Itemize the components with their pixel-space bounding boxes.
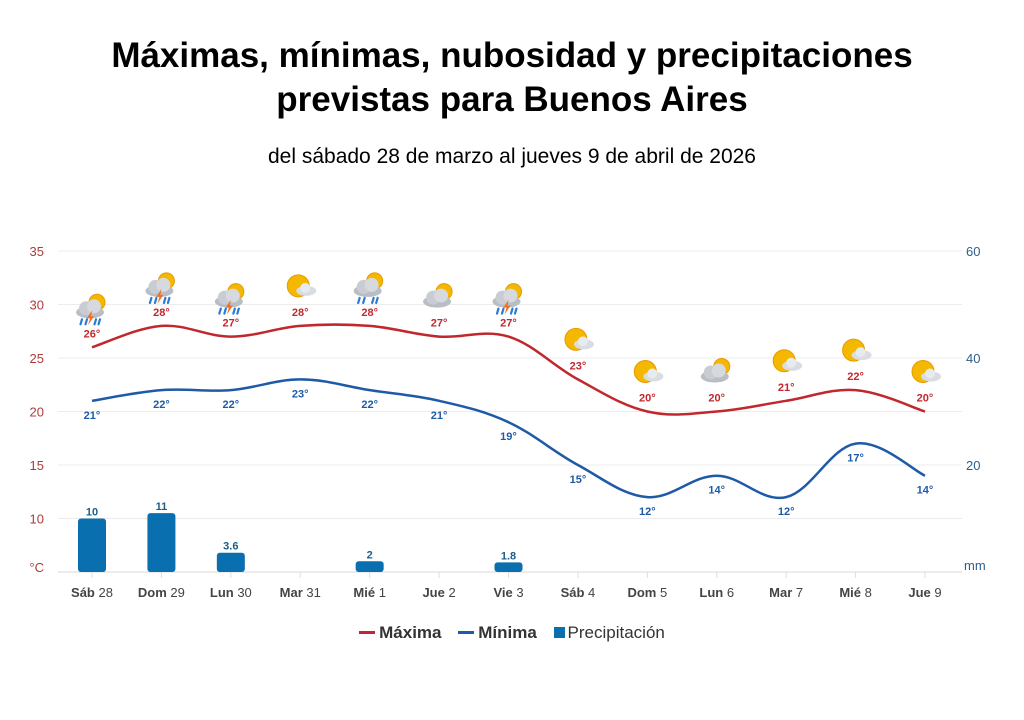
chart-subtitle: del sábado 28 de marzo al jueves 9 de ab… (267, 145, 756, 168)
min-temp-label: 22° (223, 399, 240, 411)
max-temp-label: 20° (917, 393, 934, 405)
legend-label-precip: Precipitación (567, 622, 665, 642)
right-axis-tick: 60 (966, 244, 980, 259)
left-axis-unit: °C (29, 560, 44, 575)
min-temp-label: 14° (917, 485, 934, 497)
x-tick-label: Lun 6 (699, 585, 734, 600)
min-temp-label: 22° (361, 399, 378, 411)
max-temp-label: 28° (292, 307, 309, 319)
left-axis-tick: 30 (30, 298, 44, 313)
precip-bar (78, 518, 106, 572)
precip-bar (147, 513, 176, 572)
storm-icon (76, 293, 106, 326)
min-temp-label: 21° (431, 410, 448, 422)
legend-swatch-max (359, 631, 376, 635)
min-temp-line (91, 378, 926, 500)
title-line-2: previstas para Buenos Aires (276, 80, 748, 119)
title-line-1: Máximas, mínimas, nubosidad y precipitac… (111, 36, 913, 75)
rain-icon (353, 272, 384, 304)
cloudy-icon (423, 283, 453, 308)
precip-bar (216, 552, 245, 572)
max-temp-label: 21° (778, 382, 795, 394)
storm-icon (214, 283, 245, 315)
precip-label: 10 (86, 507, 98, 519)
storm-icon (145, 272, 175, 304)
precip-label: 2 (367, 549, 373, 561)
min-temp-label: 17° (847, 453, 864, 465)
max-temp-label: 27° (431, 318, 448, 330)
max-temp-label: 20° (708, 393, 725, 405)
legend: Máxima Mínima Precipitación (0, 622, 1024, 643)
partly-cloudy-icon (633, 360, 664, 383)
x-tick-label: Mar 31 (280, 585, 321, 600)
min-temp-label: 23° (292, 388, 309, 400)
partly-cloudy-icon (772, 349, 803, 373)
partly-cloudy-icon (286, 274, 317, 298)
max-temp-label: 26° (84, 328, 101, 340)
left-axis-tick: 25 (30, 351, 44, 366)
max-temp-label: 28° (361, 307, 378, 319)
max-temp-label: 20° (639, 393, 656, 405)
x-tick-label: Mar 7 (769, 585, 803, 600)
x-tick-label: Dom 29 (138, 585, 185, 600)
max-temp-line (91, 323, 926, 416)
min-temp-label: 15° (570, 474, 587, 486)
precip-bar (355, 561, 384, 572)
left-axis-tick: 35 (30, 244, 44, 259)
min-temp-label: 14° (708, 485, 725, 497)
legend-label-max: Máxima (379, 622, 442, 642)
x-tick-label: Mié 8 (839, 585, 872, 600)
right-axis-tick: 40 (966, 351, 980, 366)
min-temp-label: 22° (153, 399, 170, 411)
left-axis-tick: 15 (30, 458, 44, 473)
x-tick-label: Jue 2 (422, 585, 455, 600)
x-tick-label: Vie 3 (493, 585, 523, 600)
precip-label: 3.6 (223, 541, 238, 553)
min-temp-label: 12° (778, 506, 795, 518)
x-tick-label: Sáb 28 (71, 585, 113, 600)
legend-item-min[interactable]: Mínima (458, 622, 537, 643)
x-tick-label: Sáb 4 (561, 585, 596, 600)
chart-title: Máximas, mínimas, nubosidad y precipitac… (0, 34, 1024, 122)
max-temp-label: 22° (847, 371, 864, 383)
storm-icon (492, 283, 522, 315)
x-tick-label: Mié 1 (353, 585, 386, 600)
min-temp-label: 19° (500, 431, 517, 443)
precip-label: 11 (156, 501, 168, 513)
max-temp-label: 27° (223, 318, 240, 330)
cloudy-icon (700, 358, 731, 383)
legend-item-max[interactable]: Máxima (359, 622, 442, 643)
right-axis-unit: mm (964, 558, 986, 573)
x-tick-label: Jue 9 (908, 585, 941, 600)
x-tick-label: Lun 30 (210, 585, 252, 600)
legend-swatch-min (458, 631, 475, 635)
max-temp-label: 23° (570, 360, 587, 372)
left-axis-tick: 10 (30, 512, 44, 527)
min-temp-label: 12° (639, 506, 656, 518)
left-axis-tick: 20 (30, 405, 44, 420)
precip-bar (494, 562, 523, 572)
x-tick-label: Dom 5 (627, 585, 667, 600)
max-temp-label: 27° (500, 318, 517, 330)
legend-item-precip[interactable]: Precipitación (553, 622, 665, 643)
partly-cloudy-icon (911, 360, 941, 383)
partly-cloudy-icon (842, 338, 872, 362)
right-axis-tick: 20 (966, 458, 980, 473)
precip-label: 1.8 (501, 550, 516, 562)
max-temp-label: 28° (153, 307, 170, 319)
legend-swatch-precip (553, 627, 565, 639)
min-temp-label: 21° (84, 410, 101, 422)
partly-cloudy-icon (564, 327, 594, 351)
legend-label-min: Mínima (478, 622, 537, 642)
